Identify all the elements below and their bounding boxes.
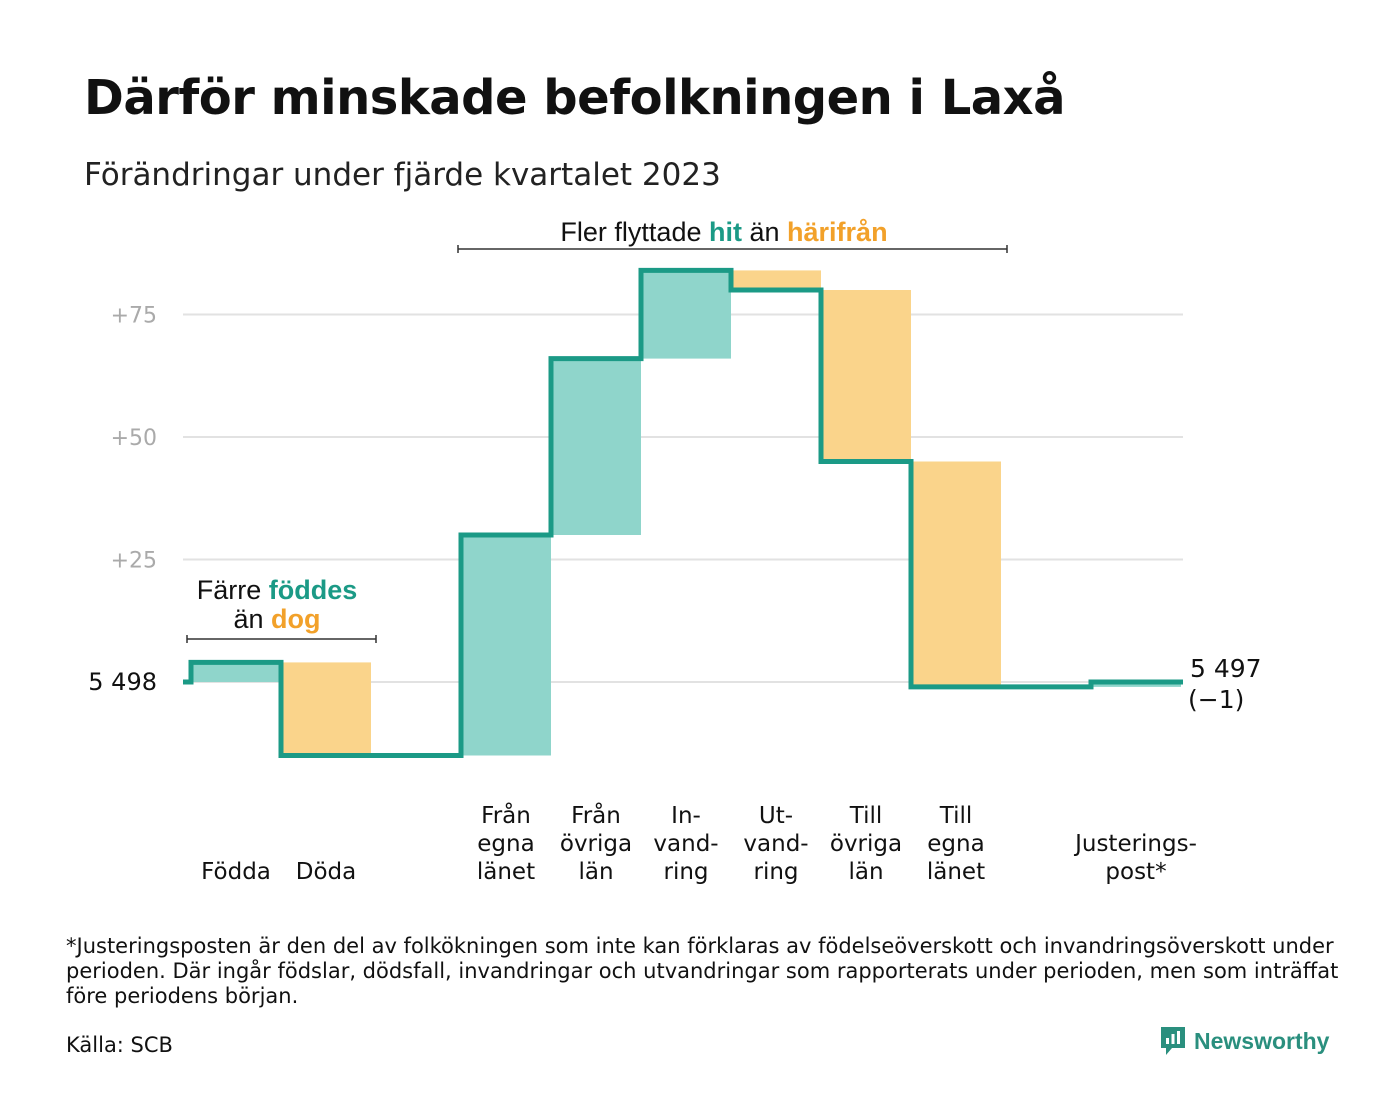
bar-4 <box>641 270 731 359</box>
migration-annotation-segment-0-0: Fler flyttade <box>560 217 709 247</box>
births-deaths-annotation-segment-1-0: än <box>233 604 271 634</box>
category-label-4-2: ring <box>663 859 708 885</box>
end-change-label: (−1) <box>1188 685 1244 714</box>
migration-annotation-segment-0-2: än <box>742 217 787 247</box>
category-label-5-1: vand- <box>743 831 808 857</box>
births-deaths-annotation-segment-0-1: föddes <box>269 575 358 605</box>
category-label-7-2: länet <box>927 859 985 885</box>
births-deaths-annotation-line-1: än dog <box>233 604 320 634</box>
category-label-2-2: länet <box>477 859 535 885</box>
category-label-3-1: övriga <box>560 831 632 857</box>
brand-logo: Newsworthy <box>1160 1026 1329 1056</box>
category-label-6-0: Till <box>849 803 883 829</box>
start-value-label: 5 498 <box>88 668 157 696</box>
end-value-label: 5 497 <box>1190 654 1262 683</box>
births-deaths-annotation-line-0: Färre föddes <box>197 575 358 605</box>
chart-title: Därför minskade befolkningen i Laxå <box>84 70 1066 126</box>
category-label-5-0: Ut- <box>759 803 793 829</box>
category-label-8-1: post* <box>1105 859 1166 885</box>
category-label-7-0: Till <box>939 803 973 829</box>
category-label-0-0: Födda <box>201 859 271 885</box>
bar-3 <box>551 358 641 535</box>
migration-bracket <box>457 245 1008 253</box>
chart-subtitle: Förändringar under fjärde kvartalet 2023 <box>84 157 721 193</box>
footnote: *Justeringsposten är den del av folkökni… <box>66 934 1339 1008</box>
migration-annotation-segment-0-3: härifrån <box>787 217 888 247</box>
y-tick-label-0: +25 <box>111 549 157 574</box>
bar-2 <box>461 535 551 756</box>
migration-annotation-segment-0-1: hit <box>709 217 742 247</box>
bar-7 <box>911 461 1001 687</box>
migration-annotation-line-0: Fler flyttade hit än härifrån <box>560 217 887 247</box>
births-deaths-annotation-segment-0-0: Färre <box>197 575 269 605</box>
category-label-5-2: ring <box>753 859 798 885</box>
category-label-3-2: län <box>578 859 613 885</box>
category-label-2-0: Från <box>481 801 531 829</box>
bar-6 <box>821 290 911 462</box>
newsworthy-logo-icon <box>1161 1027 1185 1055</box>
births-deaths-bracket <box>186 635 377 643</box>
category-label-8-0: Justerings- <box>1073 831 1197 857</box>
bar-5 <box>731 270 821 290</box>
brand-name: Newsworthy <box>1194 1027 1330 1054</box>
births-deaths-annotation-segment-1-1: dog <box>271 604 320 634</box>
bar-1 <box>281 662 371 756</box>
category-label-6-2: län <box>848 859 883 885</box>
y-tick-label-1: +50 <box>111 426 157 451</box>
bar-0 <box>191 662 281 682</box>
y-tick-label-2: +75 <box>111 304 157 329</box>
category-label-4-1: vand- <box>653 831 718 857</box>
category-label-6-1: övriga <box>830 831 902 857</box>
category-label-1-0: Döda <box>296 859 356 885</box>
source-note: Källa: SCB <box>66 1033 173 1057</box>
cumulative-step-line <box>183 267 1183 758</box>
category-label-7-1: egna <box>927 831 984 857</box>
category-label-4-0: In- <box>671 803 701 829</box>
category-label-2-1: egna <box>477 831 534 857</box>
category-label-3-0: Från <box>571 801 621 829</box>
